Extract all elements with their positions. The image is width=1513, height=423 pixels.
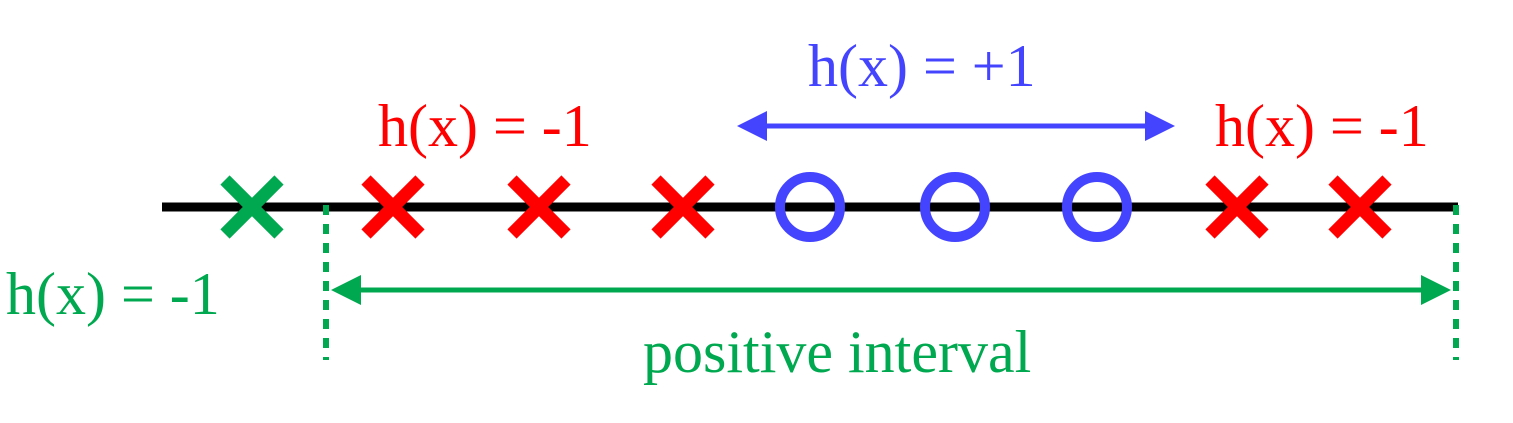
label-green-negative: h(x) = -1 [6,261,220,327]
cross-marker-1 [220,175,284,239]
label-center-positive: h(x) = +1 [808,33,1036,99]
cross-marker-4 [651,175,715,239]
label-left-negative: h(x) = -1 [378,93,592,159]
circle-marker-6 [920,172,990,242]
circle-marker-7 [1062,172,1132,242]
cross-marker-3 [507,175,571,239]
label-positive-interval: positive interval [643,319,1031,385]
label-right-negative: h(x) = -1 [1215,93,1429,159]
points-group [220,172,1392,242]
cross-marker-2 [361,175,425,239]
cross-marker-8 [1205,175,1269,239]
circle-marker-5 [775,172,845,242]
cross-marker-9 [1328,175,1392,239]
